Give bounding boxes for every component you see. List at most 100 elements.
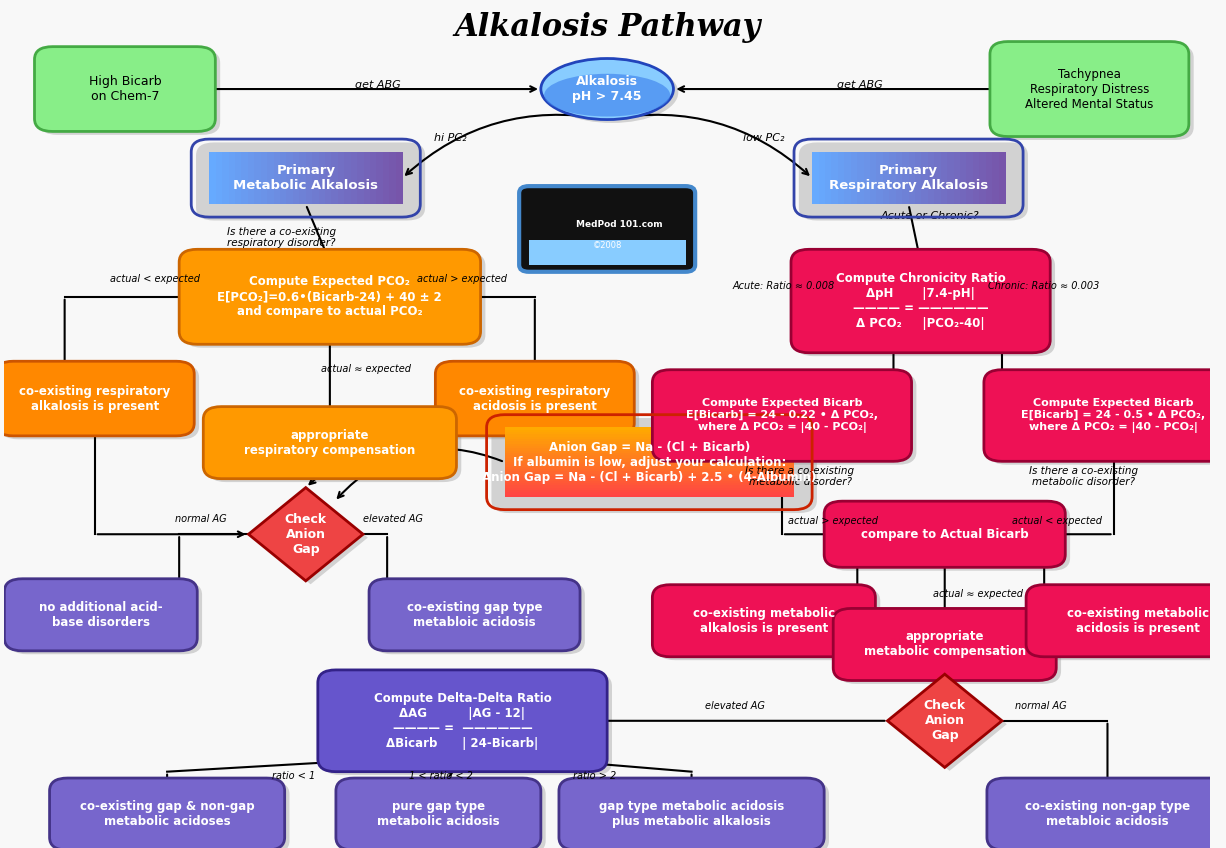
Text: actual > expected: actual > expected	[418, 274, 508, 284]
Text: Anion Gap = Na - (Cl + Bicarb)
If albumin is low, adjust your calculation:
Anion: Anion Gap = Na - (Cl + Bicarb) If albumi…	[482, 441, 817, 483]
Bar	[216, 152, 223, 204]
Bar	[992, 152, 999, 204]
Text: get ABG: get ABG	[837, 80, 883, 90]
Bar	[863, 152, 872, 204]
Bar	[870, 152, 878, 204]
Bar	[345, 152, 352, 204]
Bar	[940, 152, 949, 204]
Bar	[505, 480, 794, 483]
Text: appropriate
respiratory compensation: appropriate respiratory compensation	[244, 428, 416, 457]
FancyBboxPatch shape	[5, 578, 197, 651]
Text: Check
Anion
Gap: Check Anion Gap	[923, 700, 966, 742]
Bar	[896, 152, 904, 204]
FancyBboxPatch shape	[992, 782, 1226, 848]
FancyBboxPatch shape	[829, 505, 1070, 571]
FancyBboxPatch shape	[369, 578, 580, 651]
Text: Alkalosis
pH > 7.45: Alkalosis pH > 7.45	[573, 75, 642, 103]
FancyBboxPatch shape	[791, 249, 1051, 353]
Bar	[273, 152, 281, 204]
Bar	[280, 152, 288, 204]
Text: normal AG: normal AG	[1015, 700, 1067, 711]
Text: 1 < ratio < 2: 1 < ratio < 2	[408, 771, 473, 781]
FancyBboxPatch shape	[440, 365, 639, 439]
Text: actual ≈ expected: actual ≈ expected	[933, 589, 1024, 599]
FancyBboxPatch shape	[657, 373, 916, 465]
Bar	[528, 240, 685, 265]
Bar	[505, 461, 794, 465]
Bar	[222, 152, 229, 204]
Bar	[505, 468, 794, 471]
Bar	[505, 445, 794, 449]
Bar	[889, 152, 897, 204]
Bar	[998, 152, 1007, 204]
FancyBboxPatch shape	[519, 187, 695, 271]
Polygon shape	[893, 678, 1007, 771]
Bar	[338, 152, 346, 204]
Text: normal AG: normal AG	[175, 514, 227, 524]
Ellipse shape	[546, 62, 678, 123]
Bar	[248, 152, 255, 204]
Text: Is there a co-existing
respiratory disorder?: Is there a co-existing respiratory disor…	[227, 226, 336, 248]
FancyBboxPatch shape	[987, 778, 1226, 848]
Bar	[293, 152, 300, 204]
Text: Compute Delta-Delta Ratio
ΔAG          |AG - 12|
———— =  ——————
ΔBicarb      | 2: Compute Delta-Delta Ratio ΔAG |AG - 12| …	[374, 692, 552, 750]
Bar	[383, 152, 391, 204]
Text: Compute Expected Bicarb
E[Bicarb] = 24 - 0.5 • Δ PCO₂,
where Δ PCO₂ = |40 - PCO₂: Compute Expected Bicarb E[Bicarb] = 24 -…	[1021, 399, 1205, 432]
Bar	[505, 477, 794, 481]
Text: co-existing non-gap type
metabloic acidosis: co-existing non-gap type metabloic acido…	[1025, 800, 1190, 828]
Bar	[922, 152, 929, 204]
Bar	[505, 452, 794, 455]
Bar	[325, 152, 332, 204]
Text: Primary
Respiratory Alkalosis: Primary Respiratory Alkalosis	[829, 164, 988, 192]
Text: Is there a co-existing
metabolic disorder?: Is there a co-existing metabolic disorde…	[1029, 466, 1138, 488]
Text: co-existing respiratory
alkalosis is present: co-existing respiratory alkalosis is pre…	[20, 384, 170, 413]
Text: Compute Expected Bicarb
E[Bicarb] = 24 - 0.22 • Δ PCO₂,
where Δ PCO₂ = |40 - PCO: Compute Expected Bicarb E[Bicarb] = 24 -…	[687, 399, 878, 432]
Bar	[505, 487, 794, 490]
Bar	[505, 489, 794, 493]
Text: get ABG: get ABG	[356, 80, 401, 90]
Bar	[505, 436, 794, 439]
Text: actual < expected: actual < expected	[110, 274, 200, 284]
Bar	[960, 152, 967, 204]
Bar	[928, 152, 935, 204]
Polygon shape	[888, 674, 1002, 767]
FancyBboxPatch shape	[988, 373, 1226, 465]
Text: pure gap type
metabolic acidosis: pure gap type metabolic acidosis	[378, 800, 500, 828]
Text: gap type metabolic acidosis
plus metabolic alkalosis: gap type metabolic acidosis plus metabol…	[600, 800, 785, 828]
Bar	[505, 438, 794, 441]
Text: Primary
Metabolic Alkalosis: Primary Metabolic Alkalosis	[233, 164, 379, 192]
Bar	[370, 152, 378, 204]
Bar	[505, 440, 794, 444]
FancyBboxPatch shape	[0, 361, 194, 436]
FancyBboxPatch shape	[834, 609, 1057, 680]
Bar	[242, 152, 249, 204]
Bar	[505, 459, 794, 462]
Text: ©2008: ©2008	[592, 242, 622, 250]
Text: Tachypnea
Respiratory Distress
Altered Mental Status: Tachypnea Respiratory Distress Altered M…	[1025, 68, 1154, 110]
FancyBboxPatch shape	[564, 782, 829, 848]
Bar	[299, 152, 306, 204]
Bar	[902, 152, 910, 204]
Bar	[376, 152, 384, 204]
Text: hi PC₂: hi PC₂	[434, 133, 467, 143]
Bar	[883, 152, 890, 204]
FancyBboxPatch shape	[49, 778, 284, 848]
Bar	[505, 471, 794, 474]
Bar	[390, 152, 397, 204]
FancyBboxPatch shape	[179, 249, 481, 344]
Bar	[505, 427, 794, 430]
FancyBboxPatch shape	[322, 673, 612, 775]
Bar	[331, 152, 340, 204]
Bar	[505, 492, 794, 494]
FancyBboxPatch shape	[34, 47, 216, 131]
Bar	[505, 484, 794, 488]
FancyBboxPatch shape	[994, 45, 1194, 140]
Ellipse shape	[541, 59, 673, 120]
Bar	[831, 152, 839, 204]
Bar	[915, 152, 923, 204]
Text: Acute or Chronic?: Acute or Chronic?	[881, 211, 980, 221]
FancyBboxPatch shape	[9, 582, 202, 655]
FancyBboxPatch shape	[374, 582, 585, 655]
Text: elevated AG: elevated AG	[705, 700, 765, 711]
Text: Compute Chronicity Ratio
ΔpH       |7.4-pH|
———— = ——————
Δ PCO₂     |PCO₂-40|: Compute Chronicity Ratio ΔpH |7.4-pH| ——…	[836, 272, 1005, 330]
